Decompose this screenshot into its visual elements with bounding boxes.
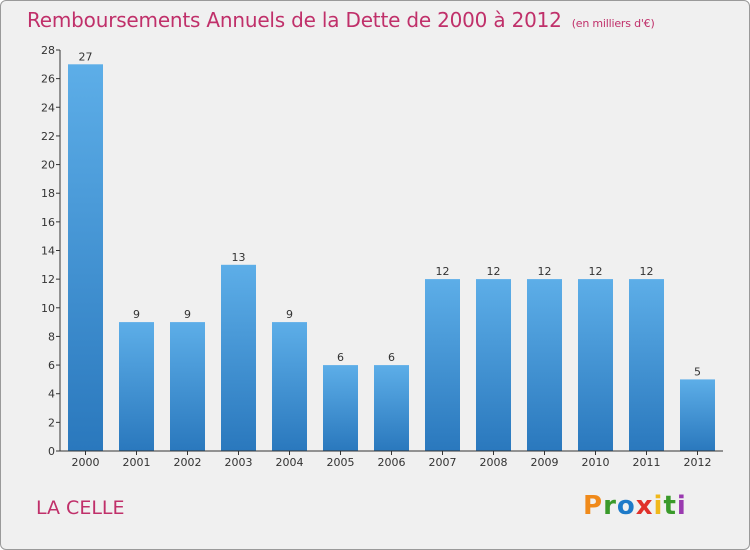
- bar-2008: [476, 279, 511, 451]
- chart-subtitle: (en milliers d'€): [571, 17, 655, 30]
- logo-letter: r: [603, 491, 617, 521]
- y-tick-label-26: 26: [41, 73, 55, 86]
- value-label-2008: 12: [487, 265, 501, 278]
- y-tick-label-8: 8: [48, 330, 55, 343]
- bar-2002: [170, 322, 205, 451]
- y-tick-label-16: 16: [41, 216, 55, 229]
- y-tick-label-6: 6: [48, 359, 55, 372]
- x-tick-label-2002: 2002: [174, 456, 202, 469]
- bar-2009: [527, 279, 562, 451]
- y-tick-label-18: 18: [41, 187, 55, 200]
- y-tick-label-12: 12: [41, 273, 55, 286]
- value-label-2004: 9: [286, 308, 293, 321]
- value-label-2000: 27: [79, 50, 93, 63]
- x-tick-label-2003: 2003: [225, 456, 253, 469]
- value-label-2007: 12: [436, 265, 450, 278]
- bar-2012: [680, 379, 715, 451]
- x-tick-label-2008: 2008: [480, 456, 508, 469]
- y-tick-label-10: 10: [41, 302, 55, 315]
- x-tick-label-2006: 2006: [378, 456, 406, 469]
- y-tick-label-28: 28: [41, 44, 55, 57]
- value-label-2009: 12: [538, 265, 552, 278]
- bar-2000: [68, 64, 103, 452]
- value-label-2003: 13: [232, 251, 246, 264]
- x-tick-label-2011: 2011: [633, 456, 661, 469]
- value-label-2006: 6: [388, 351, 395, 364]
- x-tick-label-2010: 2010: [582, 456, 610, 469]
- proxiti-logo[interactable]: Proxiti: [583, 491, 687, 523]
- y-tick-label-24: 24: [41, 101, 55, 114]
- town-name: LA CELLE: [36, 497, 125, 519]
- y-tick-label-20: 20: [41, 159, 55, 172]
- value-label-2010: 12: [589, 265, 603, 278]
- bars-group: 27 9 9 13 9 6 6 12 12 12 12 12 5: [68, 50, 715, 452]
- x-axis: 2000 2001 2002 2003 2004 2005 2006 2007 2008 2009…: [60, 450, 723, 469]
- logo-letter: i: [653, 491, 664, 521]
- y-tick-label-14: 14: [41, 245, 55, 258]
- logo-letter: P: [583, 491, 604, 521]
- chart-title: Remboursements Annuels de la Dette de 20…: [27, 8, 655, 32]
- value-label-2005: 6: [337, 351, 344, 364]
- x-tick-label-2000: 2000: [72, 456, 100, 469]
- bar-2007: [425, 279, 460, 451]
- value-label-2011: 12: [640, 265, 654, 278]
- logo-letter: i: [676, 491, 687, 521]
- bar-2003: [221, 264, 256, 451]
- x-tick-label-2001: 2001: [123, 456, 151, 469]
- x-tick-label-2007: 2007: [429, 456, 457, 469]
- value-label-2001: 9: [133, 308, 140, 321]
- logo-letter: o: [616, 491, 636, 521]
- bar-2006: [374, 365, 409, 451]
- x-tick-label-2012: 2012: [684, 456, 712, 469]
- y-tick-label-22: 22: [41, 130, 55, 143]
- bar-2011: [629, 279, 664, 451]
- value-label-2012: 5: [694, 365, 701, 378]
- x-tick-label-2005: 2005: [327, 456, 355, 469]
- y-tick-label-2: 2: [48, 416, 55, 429]
- bar-2001: [119, 322, 154, 451]
- y-tick-label-4: 4: [48, 388, 55, 401]
- chart-title-text: Remboursements Annuels de la Dette de 20…: [27, 8, 562, 32]
- bar-2010: [578, 279, 613, 451]
- y-tick-label-0: 0: [48, 445, 55, 458]
- logo-letter: t: [663, 491, 677, 521]
- value-label-2002: 9: [184, 308, 191, 321]
- x-tick-label-2004: 2004: [276, 456, 304, 469]
- x-tick-label-2009: 2009: [531, 456, 559, 469]
- bar-2004: [272, 322, 307, 451]
- bar-2005: [323, 365, 358, 451]
- logo-letter: x: [635, 491, 654, 521]
